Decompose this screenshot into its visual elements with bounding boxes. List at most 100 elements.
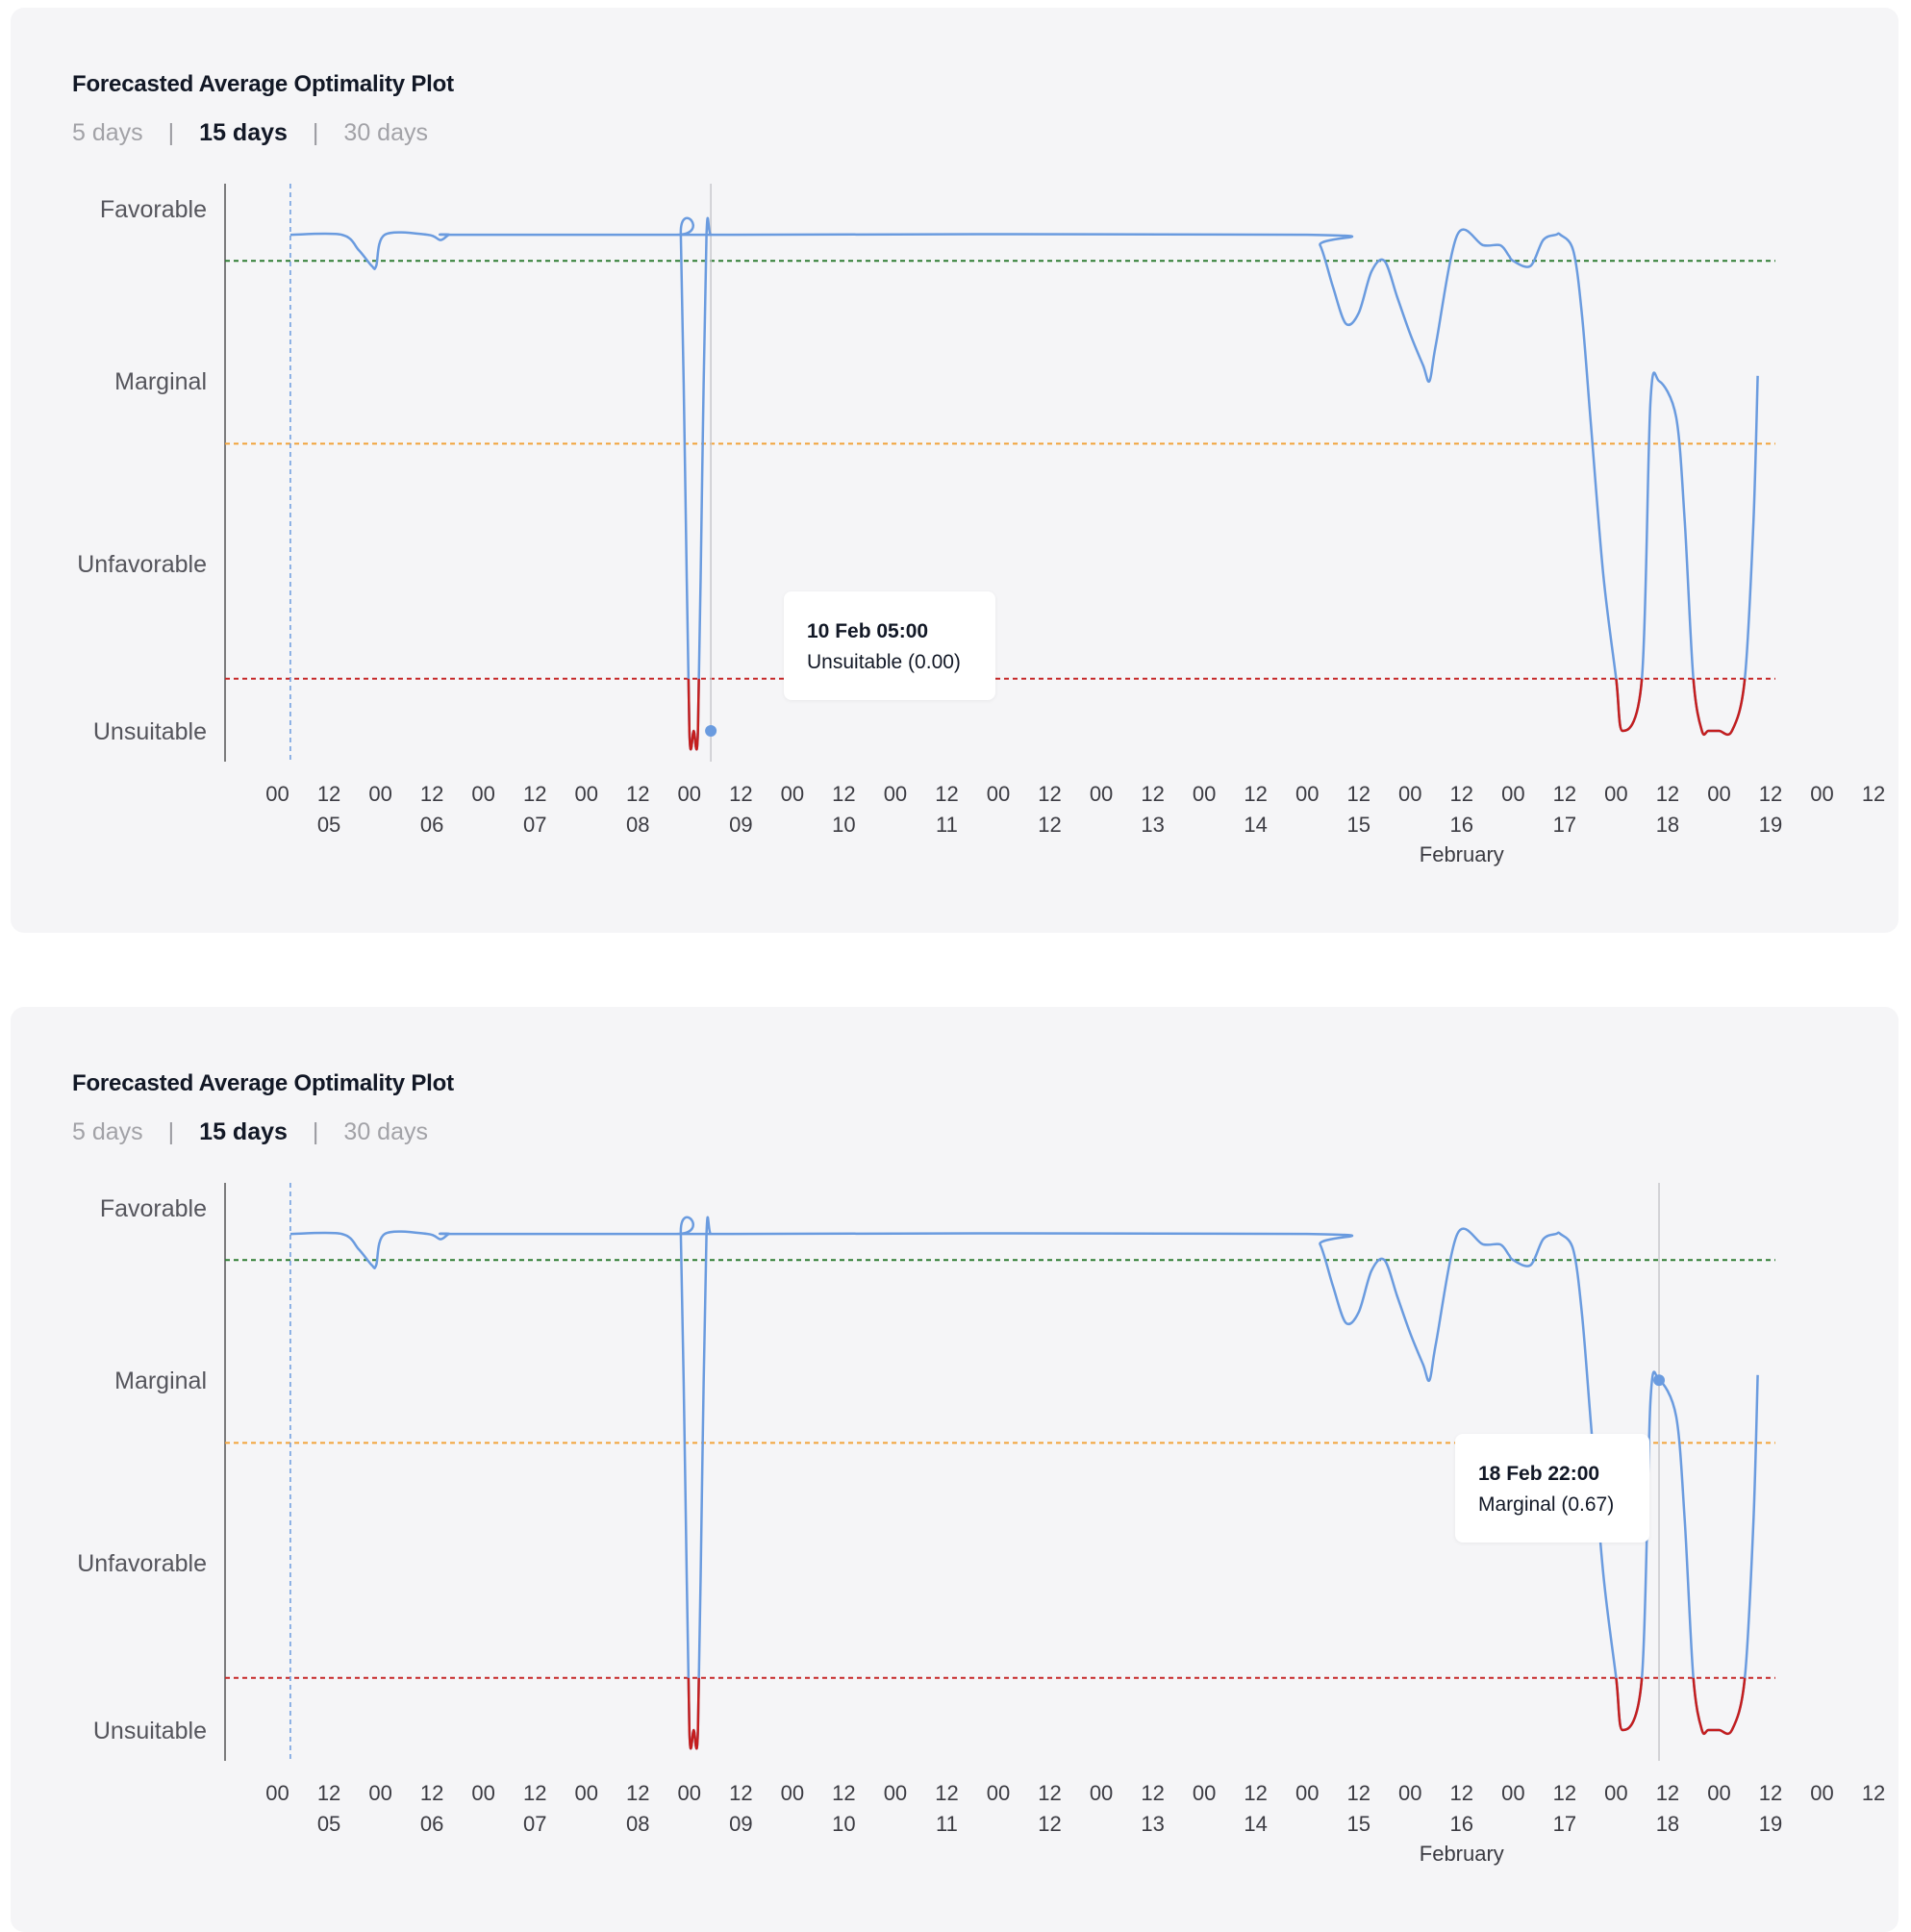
x-tick-label-hour: 00 [368,1781,391,1805]
x-axis-month-label: February [1420,842,1504,866]
range-tab-15-days[interactable]: 15 days [199,119,288,146]
x-tick-label-hour: 12 [1244,1781,1267,1805]
y-category-label: Unsuitable [93,718,207,745]
series-line [289,216,1759,751]
optimality-card-1: Forecasted Average Optimality Plot 5 day… [11,8,1898,933]
x-tick-label-hour: 00 [1810,1781,1833,1805]
x-tick-label-day: 10 [832,813,855,837]
x-tick-label-day: 12 [1038,1812,1061,1836]
x-tick-label-hour: 00 [1604,1781,1627,1805]
x-tick-label-hour: 00 [884,1781,907,1805]
x-tick-label-hour: 00 [265,1781,289,1805]
x-tick-label-hour: 00 [368,782,391,806]
x-tick-label-hour: 00 [987,1781,1010,1805]
hover-tooltip: 10 Feb 05:00 Unsuitable (0.00) [784,591,995,700]
range-separator: | [167,119,175,146]
x-tick-label-hour: 12 [729,782,752,806]
x-tick-label-day: 09 [729,1812,752,1836]
x-tick-label-day: 05 [317,1812,340,1836]
range-tab-5-days[interactable]: 5 days [72,119,143,146]
optimality-plot[interactable]: Favorable Marginal Unfavorable Unsuitable 00… [11,1007,1898,1932]
x-tick-label-hour: 00 [1193,1781,1216,1805]
x-tick-label-hour: 12 [935,1781,958,1805]
x-tick-label-day: 09 [729,813,752,837]
x-tick-label-hour: 00 [987,782,1010,806]
x-tick-label-hour: 12 [626,1781,649,1805]
x-tick-label-hour: 00 [678,782,701,806]
tooltip-value: Unsuitable (0.00) [807,651,961,673]
y-category-label: Marginal [114,1367,207,1394]
x-tick-label-hour: 00 [1295,1781,1319,1805]
x-tick-label-day: 14 [1244,813,1267,837]
range-separator: | [167,1118,175,1145]
x-tick-label-hour: 12 [1553,1781,1576,1805]
x-tick-label-day: 12 [1038,813,1061,837]
range-tab-30-days[interactable]: 30 days [343,1118,428,1145]
x-tick-label-hour: 12 [1038,782,1061,806]
x-tick-label-hour: 12 [1656,782,1679,806]
tooltip-time: 10 Feb 05:00 [807,620,929,642]
x-tick-label-hour: 12 [626,782,649,806]
optimality-plot[interactable]: Favorable Marginal Unfavorable Unsuitable 00… [11,8,1898,933]
y-category-label: Favorable [100,196,207,223]
tooltip-time: 18 Feb 22:00 [1478,1463,1600,1485]
y-category-label: Favorable [100,1195,207,1222]
hover-point [1653,1374,1666,1387]
x-tick-label-hour: 12 [1244,782,1267,806]
x-tick-label-hour: 12 [523,1781,546,1805]
x-tick-label-day: 15 [1346,813,1370,837]
chart-title: Forecasted Average Optimality Plot [72,1070,454,1096]
x-tick-label-hour: 12 [1346,1781,1370,1805]
x-tick-label-day: 18 [1656,813,1679,837]
x-tick-label-hour: 12 [1862,1781,1885,1805]
x-tick-label-day: 06 [420,1812,443,1836]
x-tick-label-hour: 00 [884,782,907,806]
x-tick-label-hour: 00 [1090,1781,1113,1805]
x-tick-label-hour: 00 [471,782,494,806]
x-tick-label-hour: 12 [729,1781,752,1805]
y-category-label: Unfavorable [77,551,207,578]
x-tick-label-hour: 12 [1553,782,1576,806]
x-tick-label-hour: 12 [317,1781,340,1805]
range-separator: | [312,1118,319,1145]
range-tab-30-days[interactable]: 30 days [343,119,428,146]
x-tick-label-hour: 00 [1398,782,1421,806]
x-tick-label-hour: 12 [1141,782,1164,806]
range-tabs: 5 days | 15 days | 30 days [72,1118,428,1146]
range-tabs: 5 days | 15 days | 30 days [72,119,428,147]
x-tick-label-day: 15 [1346,1812,1370,1836]
x-tick-label-hour: 00 [1398,1781,1421,1805]
x-tick-label-day: 16 [1450,1812,1473,1836]
x-tick-label-hour: 00 [1707,1781,1730,1805]
x-tick-label-hour: 12 [1450,782,1473,806]
x-tick-label-hour: 12 [1759,782,1782,806]
x-tick-label-hour: 00 [1295,782,1319,806]
hover-point [705,725,717,737]
range-tab-5-days[interactable]: 5 days [72,1118,143,1145]
range-tab-15-days[interactable]: 15 days [199,1118,288,1145]
series-line-unsuitable [687,678,1747,751]
x-tick-label-day: 07 [523,1812,546,1836]
x-tick-label-day: 08 [626,1812,649,1836]
x-tick-label-hour: 00 [781,1781,804,1805]
x-tick-label-hour: 00 [1501,782,1524,806]
x-tick-label-hour: 00 [678,1781,701,1805]
y-category-label: Unfavorable [77,1550,207,1577]
x-tick-label-hour: 12 [832,1781,855,1805]
x-tick-label-day: 14 [1244,1812,1267,1836]
x-tick-label-day: 11 [936,1812,958,1836]
x-tick-label-hour: 12 [420,1781,443,1805]
x-tick-label-hour: 00 [574,1781,597,1805]
x-tick-label-day: 07 [523,813,546,837]
x-tick-label-hour: 12 [1038,1781,1061,1805]
x-tick-label-day: 06 [420,813,443,837]
x-tick-label-hour: 12 [1759,1781,1782,1805]
chart-title: Forecasted Average Optimality Plot [72,71,454,97]
x-tick-label-hour: 00 [1501,1781,1524,1805]
x-tick-label-hour: 12 [523,782,546,806]
x-tick-label-hour: 00 [1604,782,1627,806]
x-axis-month-label: February [1420,1842,1504,1866]
x-tick-label-day: 19 [1759,813,1782,837]
x-tick-label-hour: 12 [420,782,443,806]
x-tick-label-hour: 12 [935,782,958,806]
